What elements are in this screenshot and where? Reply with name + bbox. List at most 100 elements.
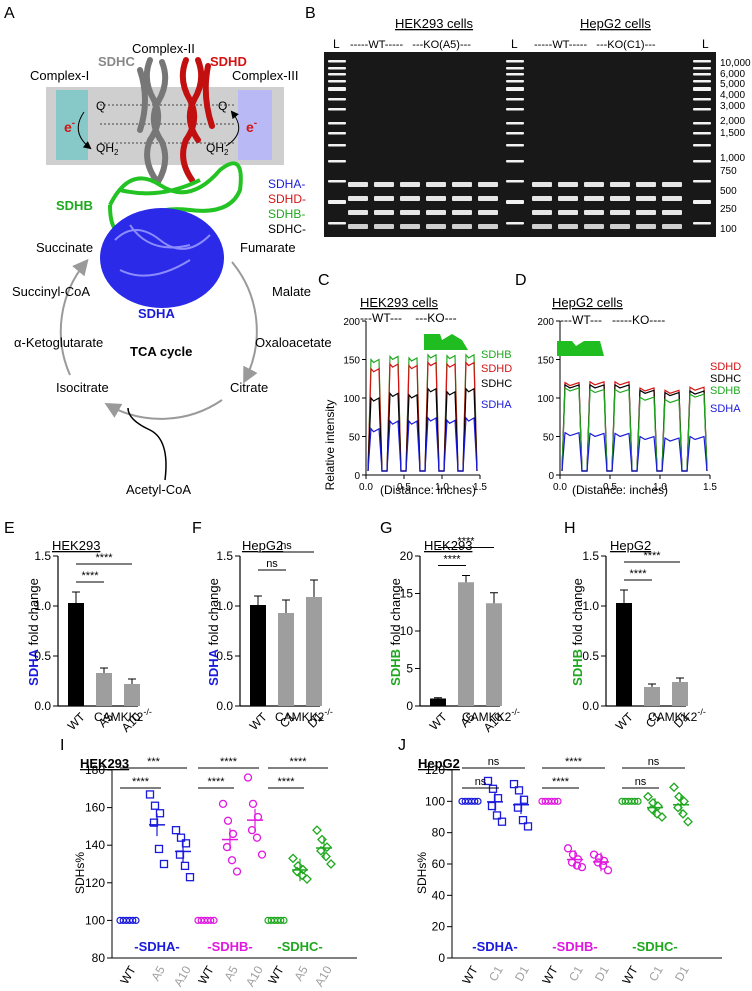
panel-d-legend: SDHD SDHC SDHB SDHA (710, 361, 741, 415)
data-point (176, 833, 186, 842)
sample-band (610, 196, 630, 201)
x-tick-label: A5 (221, 963, 241, 983)
data-point (563, 844, 573, 853)
sig-label: **** (95, 552, 113, 564)
y-tick-label: 150 (343, 356, 360, 367)
panel-d-title: HepG2 cells (552, 295, 623, 310)
sample-band (426, 210, 446, 215)
bp-label: 250 (720, 204, 737, 215)
x-tick-label: A10 (312, 963, 335, 989)
ladder-band (328, 73, 346, 76)
sample-band (426, 224, 446, 229)
panel-c-title: HEK293 cells (360, 295, 439, 310)
acetyl-coa-arrow (127, 407, 167, 481)
metabolite-alpha-ketoglutarate: α-Ketoglutarate (14, 335, 103, 350)
data-point (297, 870, 307, 881)
x-tick-label: 1.0 (435, 482, 449, 493)
x-tick-label: A5 (148, 963, 168, 983)
gel-title-hek293: HEK293 cells (395, 16, 474, 31)
ladder-band (506, 200, 524, 204)
y-tick-label: 200 (537, 317, 554, 328)
sig-label: **** (643, 550, 661, 562)
sample-band (584, 224, 604, 229)
bp-label: 5,000 (720, 79, 745, 90)
trace-sdha (367, 416, 478, 472)
data-point (223, 816, 233, 825)
sig-label: ns (475, 776, 487, 788)
y-tick-label: 80 (92, 951, 106, 965)
sig-label: **** (81, 570, 99, 582)
gel-band-sdhd: SDHD- (268, 192, 306, 206)
ladder-band (506, 98, 524, 101)
metabolite-succinate: Succinate (36, 240, 93, 255)
panel-label-e: E (4, 520, 15, 537)
mini-inset (424, 334, 468, 350)
ladder-band (328, 80, 346, 83)
sample-band (610, 182, 630, 187)
sig-label: ns (488, 756, 500, 768)
data-point (145, 790, 155, 799)
panel-e-chart: HEK293 SDHA fold change CAMKK2-/- 0.0 0.5… (26, 538, 152, 735)
data-point (185, 873, 195, 882)
trace-sdha (561, 431, 708, 472)
bp-label: 1,500 (720, 128, 745, 139)
panel-j-cell: HepG2 (418, 756, 460, 771)
metabolite-citrate: Citrate (230, 380, 268, 395)
data-point (551, 797, 559, 805)
ladder-band (693, 200, 711, 204)
ladder-band (328, 180, 346, 183)
ladder-band (693, 160, 711, 163)
data-point (554, 797, 562, 805)
complex-i-label: Complex-I (30, 68, 89, 83)
ladder-band (328, 60, 346, 63)
sample-band (478, 224, 498, 229)
sample-band (558, 224, 578, 229)
y-tick-label: 100 (343, 394, 360, 405)
y-tick-label: 1.0 (34, 599, 51, 613)
bar-a5 (96, 673, 112, 706)
data-point (652, 808, 662, 819)
sample-band (348, 224, 368, 229)
legend-sdha: SDHA (481, 399, 512, 411)
data-point (218, 799, 228, 808)
data-point (302, 874, 312, 884)
legend-sdhb: SDHB (481, 349, 512, 361)
metabolite-succinyl-coa: Succinyl-CoA (12, 284, 90, 299)
x-tick-label: D1 (592, 963, 612, 984)
metabolite-fumarate: Fumarate (240, 240, 296, 255)
data-point (572, 861, 582, 870)
gel-band-sdha: SDHA- (268, 177, 305, 191)
ladder-band (693, 108, 711, 111)
legend-d-sdhb: SDHB (710, 385, 741, 397)
data-point (243, 773, 253, 782)
data-point (180, 861, 190, 871)
panel-d-plot: HepG2 cells ---WT--- -----KO---- (Distan… (537, 295, 741, 497)
y-tick-label: 10 (400, 624, 414, 638)
x-tick-label: A10 (243, 963, 266, 989)
sdha-detail (114, 224, 211, 277)
bar-c1 (644, 687, 660, 706)
mini-inset (557, 341, 604, 356)
y-tick-label: 15 (400, 587, 414, 601)
panel-i-ylabel: SDHs% (73, 852, 87, 894)
panel-i-cell: HEK293 (80, 756, 129, 771)
bar-wt (250, 605, 266, 706)
panel-label-a: A (4, 5, 15, 22)
data-point (150, 801, 160, 810)
sdhc-label: SDHC (98, 54, 135, 69)
arrow-e-right (225, 110, 240, 147)
data-point (154, 844, 164, 854)
sample-band (584, 196, 604, 201)
x-tick-label: 0.5 (397, 482, 411, 493)
ladder-band (328, 87, 346, 91)
panel-label-b: B (305, 5, 316, 22)
bar-wt (430, 698, 446, 706)
group-label: -SDHC- (632, 939, 678, 954)
ladder-band (328, 108, 346, 111)
tca-cycle-arc-bottom (104, 399, 223, 420)
y-tick-label: 0 (548, 471, 554, 482)
data-point (471, 797, 479, 805)
bp-label: 2,000 (720, 116, 745, 127)
ladder-band (693, 87, 711, 91)
x-tick-label: WT (539, 963, 561, 987)
